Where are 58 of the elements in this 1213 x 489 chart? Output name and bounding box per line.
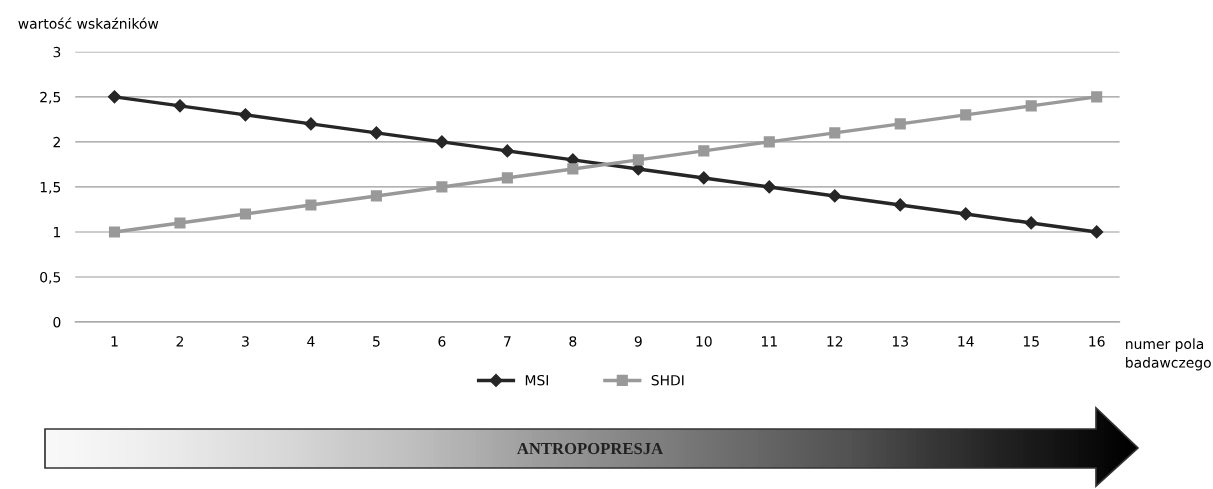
y-tick-label: 3	[53, 46, 61, 58]
x-tick-label: 12	[827, 336, 843, 347]
point	[436, 181, 448, 193]
point	[697, 171, 711, 185]
y-tick-label: 2	[53, 136, 60, 148]
text: ANTROPOPRESJA	[517, 442, 664, 455]
x-tick-label: 2	[176, 336, 183, 347]
legend-label: SHDI	[651, 374, 684, 386]
point	[304, 117, 318, 131]
point	[107, 90, 122, 104]
x-tick-label: 7	[504, 336, 511, 347]
point	[174, 217, 186, 229]
point	[567, 163, 579, 175]
x-tick-label: 6	[438, 336, 446, 347]
x-tick-label: 11	[761, 336, 777, 347]
y-tick-label: 2,5	[40, 91, 61, 104]
y-tick-label: 1	[54, 227, 61, 238]
point	[1090, 225, 1104, 239]
point	[435, 135, 449, 149]
point	[369, 126, 383, 140]
point	[108, 226, 121, 238]
point	[762, 180, 776, 194]
point	[1091, 91, 1103, 103]
point	[893, 198, 907, 212]
x-tick-label: 3	[242, 336, 249, 347]
point	[828, 189, 842, 203]
point	[959, 207, 973, 221]
y-tick-label: 0,5	[40, 271, 61, 284]
point	[305, 199, 317, 211]
x-tick-label: 8	[569, 336, 577, 347]
x-tick-label: 1	[111, 336, 118, 347]
point	[1024, 216, 1038, 230]
y-tick-label: 1,5	[40, 182, 61, 194]
y-axis-title: wartość wskaźników	[18, 17, 159, 29]
point	[501, 172, 513, 184]
y-tick-label: 0	[53, 316, 61, 328]
point	[173, 99, 187, 113]
x-tick-label: 14	[958, 336, 974, 347]
x-tick-label: 4	[307, 336, 315, 347]
point	[698, 145, 710, 157]
x-tick-label: 16	[1089, 336, 1105, 347]
point	[500, 144, 514, 158]
point	[960, 109, 972, 121]
point	[238, 108, 253, 122]
point	[1025, 100, 1037, 112]
x-tick-label: 13	[892, 336, 908, 347]
x-tick-label: 5	[373, 336, 380, 347]
point	[829, 127, 841, 139]
point	[763, 136, 775, 148]
x-tick-label: 10	[696, 336, 712, 347]
point	[632, 154, 644, 166]
point	[239, 208, 252, 220]
point	[370, 190, 382, 202]
legend-label: MSI	[525, 374, 549, 386]
x-axis-title: numer pola badawczego	[1126, 338, 1211, 371]
point	[894, 118, 906, 130]
x-tick-label: 15	[1023, 336, 1039, 347]
x-tick-label: 9	[634, 336, 642, 347]
